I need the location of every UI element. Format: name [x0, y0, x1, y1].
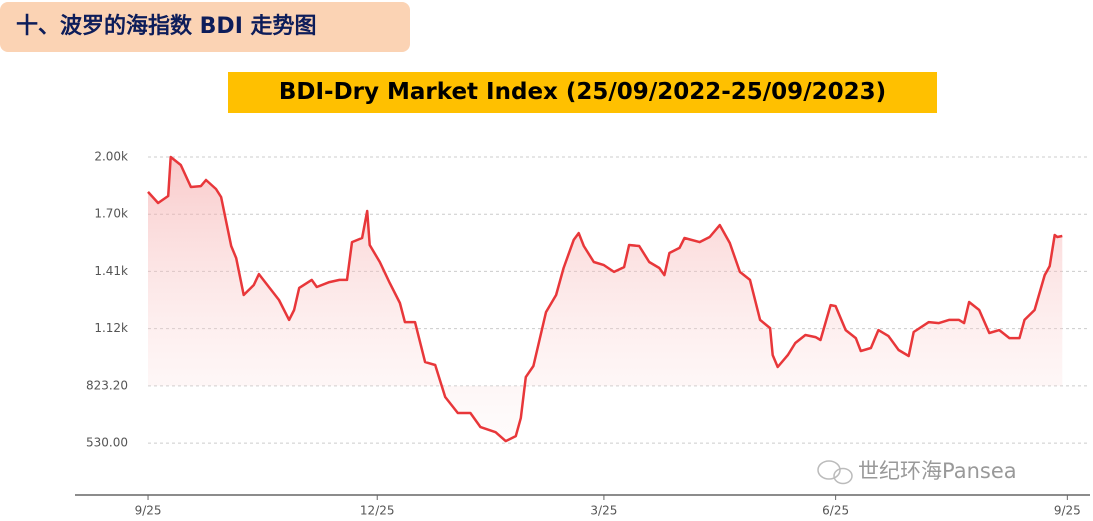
- line: [147, 155, 1063, 443]
- area: [148, 157, 1063, 442]
- chart-title: BDI-Dry Market Index (25/09/2022-25/09/2…: [228, 72, 937, 113]
- y-tick-label: 1.70k: [94, 207, 128, 221]
- y-tick-label: 1.41k: [94, 264, 128, 278]
- section-header: 十、波罗的海指数 BDI 走势图: [0, 2, 410, 52]
- x-tick-label: 9/25: [135, 504, 162, 518]
- watermark: 世纪环海Pansea: [858, 459, 1017, 483]
- y-tick-label: 823.20: [86, 378, 128, 392]
- watermark-icon: [817, 460, 853, 485]
- x-tick-label: 3/25: [590, 504, 617, 518]
- x-tick-label: 9/25: [1054, 504, 1081, 518]
- y-tick-label: 2.00k: [94, 149, 128, 163]
- x-tick-label: 12/25: [360, 504, 395, 518]
- y-tick-label: 530.00: [86, 436, 128, 450]
- x-tick-label: 6/25: [822, 504, 849, 518]
- y-tick-label: 1.12k: [94, 321, 128, 335]
